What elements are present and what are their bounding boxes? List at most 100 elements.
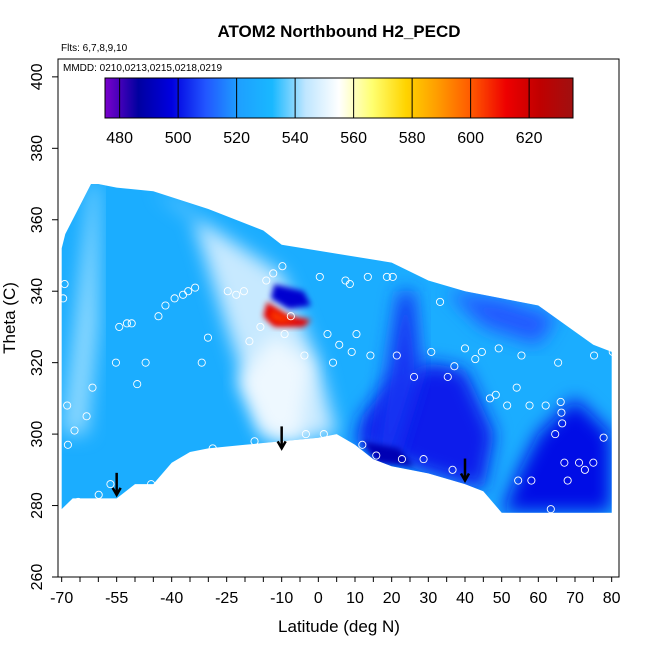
colorbar-tick-label: 560 (340, 130, 367, 147)
data-point (358, 440, 367, 449)
data-point (557, 408, 566, 417)
data-point (197, 358, 206, 367)
data-point (170, 294, 179, 303)
field-region-mid-dark-column (373, 291, 421, 467)
data-point (366, 351, 375, 360)
x-tick-label: 30 (419, 590, 437, 607)
y-tick-label: 280 (29, 492, 46, 519)
y-tick-label: 300 (29, 421, 46, 448)
data-point (191, 283, 200, 292)
data-point (286, 312, 295, 321)
data-point (556, 397, 565, 407)
data-point (328, 358, 338, 367)
data-point (63, 401, 72, 410)
data-point (278, 262, 287, 271)
data-point (436, 297, 445, 306)
data-point (347, 347, 356, 356)
data-point (357, 469, 366, 478)
data-point (580, 465, 589, 474)
y-tick-label: 360 (29, 206, 46, 233)
data-point (352, 330, 361, 339)
data-point (323, 330, 332, 339)
data-point (106, 480, 115, 489)
x-axis: -70 -55 -40 -25 -10 0 10 20 30 40 50 60 70 80 (50, 577, 621, 607)
data-point (514, 476, 523, 485)
data-point (471, 355, 480, 364)
colorbar-tick-label: 540 (282, 130, 309, 147)
data-point (115, 322, 124, 331)
data-point (382, 272, 391, 281)
data-point (608, 347, 617, 356)
data-point (443, 372, 452, 381)
data-point (111, 358, 120, 367)
data-point (335, 340, 344, 349)
x-tick-label: -40 (160, 590, 183, 607)
x-tick-label: 20 (383, 590, 401, 607)
data-point (560, 458, 569, 467)
data-point (517, 351, 526, 360)
data-point (448, 465, 457, 474)
y-tick-label: 320 (29, 349, 46, 376)
data-point (363, 272, 372, 281)
x-tick-label: 80 (603, 590, 621, 607)
data-point (563, 476, 572, 485)
x-tick-label: 50 (493, 590, 511, 607)
field-region-southern-pale-band (61, 184, 99, 435)
data-point (74, 497, 83, 507)
data-point (301, 430, 310, 439)
data-point (599, 433, 608, 442)
surface-arrows (111, 426, 471, 498)
field-region-plume-core (237, 334, 311, 442)
data-point (208, 444, 217, 453)
data-point (491, 390, 500, 399)
y-tick-label: 380 (29, 135, 46, 162)
x-tick-label: -70 (50, 590, 73, 607)
data-point (525, 401, 534, 410)
data-point (417, 265, 426, 274)
field-region-hotspot-dark-rim (270, 284, 311, 310)
dates-subtitle: MMDD: 0210,0213,0215,0218,0219 (63, 63, 222, 74)
data-point (460, 344, 470, 353)
data-point (419, 455, 428, 464)
data-point (319, 430, 328, 439)
colorbar-tick-label: 480 (106, 130, 133, 147)
colorbar-tick-label: 600 (457, 130, 484, 147)
x-tick-label: 0 (314, 590, 323, 607)
data-point (256, 322, 265, 331)
data-point (88, 383, 97, 392)
y-axis: 260 280 300 320 340 360 380 400 (29, 63, 58, 590)
data-point (397, 455, 406, 464)
data-point (558, 419, 567, 428)
data-point (345, 280, 354, 289)
data-point (554, 358, 563, 367)
data-point (250, 437, 259, 446)
data-point (184, 287, 193, 296)
data-point (409, 372, 419, 381)
chart-title: ATOM2 Northbound H2_PECD (217, 22, 460, 41)
data-point (541, 401, 550, 410)
field-region-deep-violet-patch (362, 441, 414, 467)
observation-points (59, 262, 617, 514)
data-point (551, 430, 560, 439)
data-point (60, 280, 69, 289)
data-point (262, 276, 271, 285)
data-point (574, 458, 584, 467)
data-point (127, 319, 136, 328)
arrow-marker (276, 426, 287, 451)
data-point (223, 287, 232, 296)
data-point (372, 451, 381, 460)
data-point (203, 333, 213, 342)
data-point (122, 319, 131, 328)
data-point (59, 294, 68, 303)
y-tick-label: 260 (29, 564, 46, 591)
field-regions (61, 184, 612, 513)
field-region-upper-dark-streak (446, 291, 557, 345)
data-point (427, 347, 436, 356)
y-axis-label: Theta (C) (0, 282, 19, 354)
x-tick-label: -55 (105, 590, 128, 607)
flights-subtitle: Flts: 6,7,8,9,10 (61, 43, 128, 54)
arrow-marker (459, 458, 471, 484)
colorbar-tick-label: 500 (165, 130, 192, 147)
data-point (300, 351, 309, 360)
